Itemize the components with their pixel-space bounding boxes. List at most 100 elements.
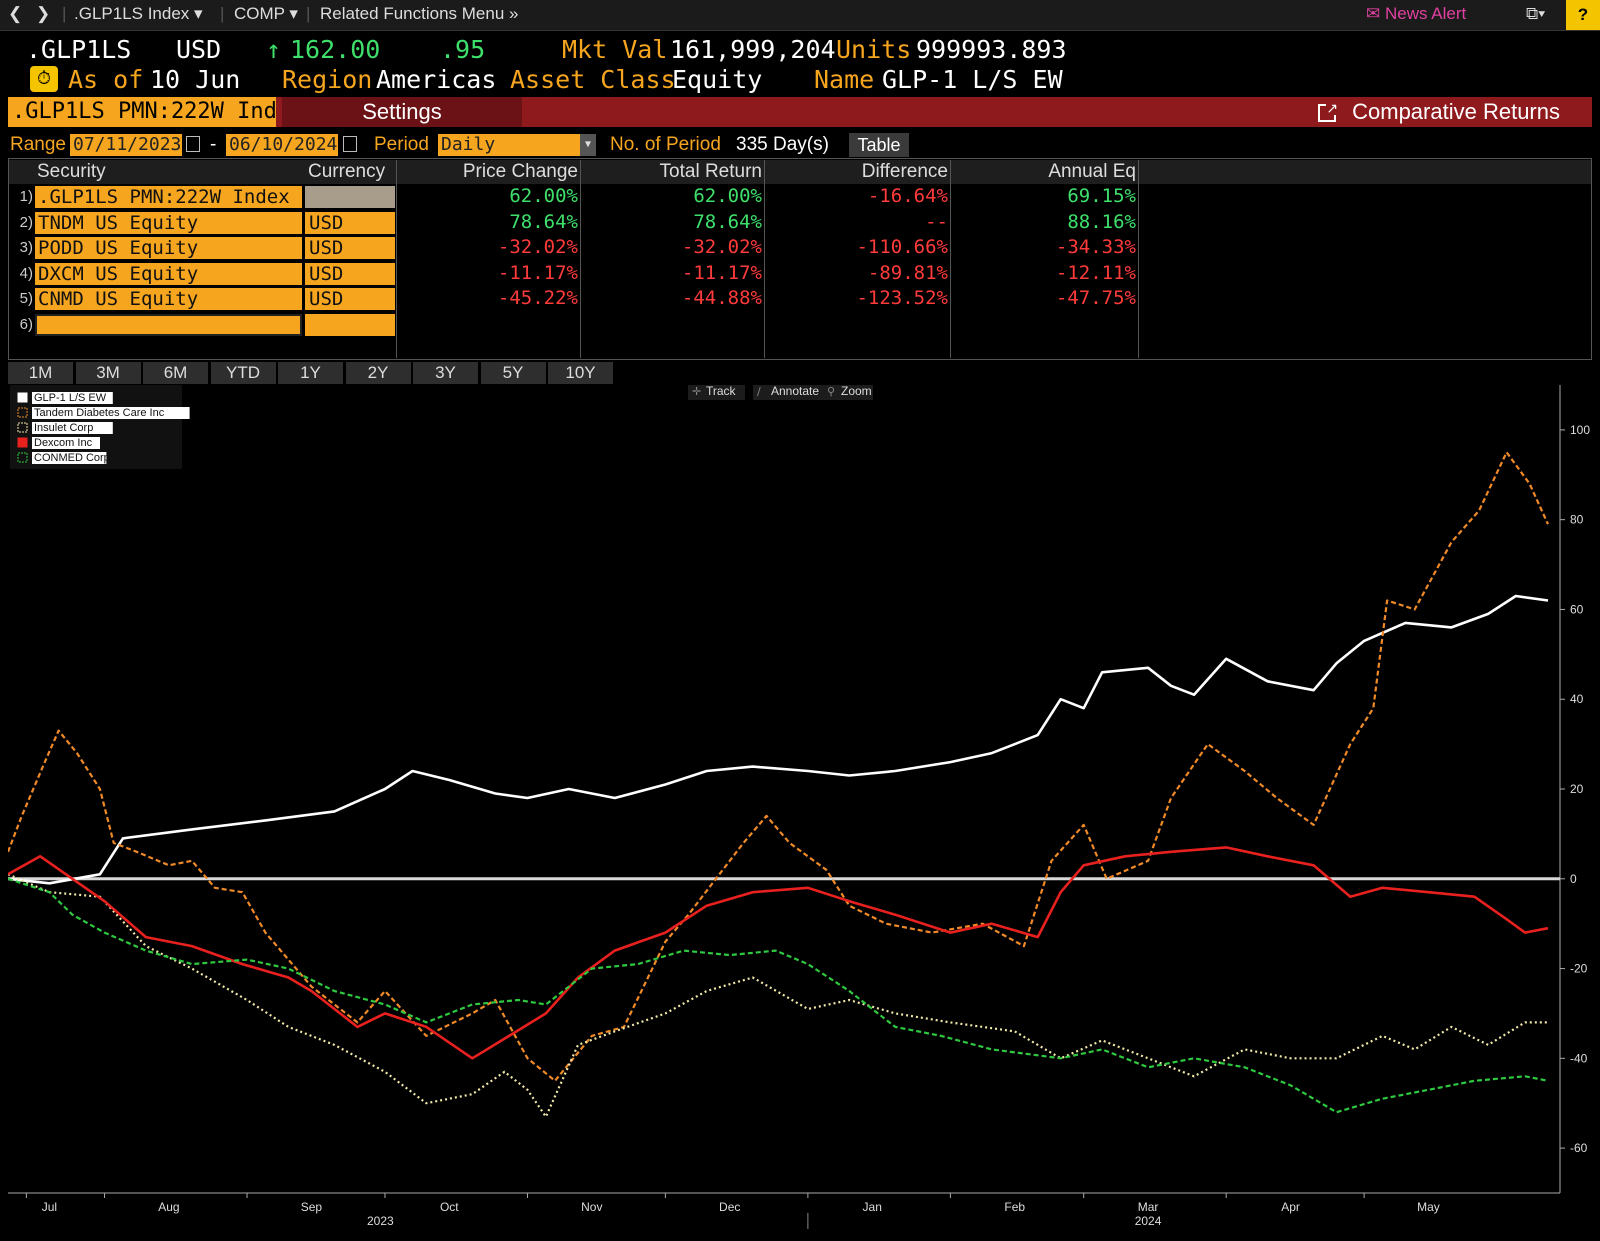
row-number: 3) [19,239,33,256]
ticker-dropdown[interactable]: .GLP1LS Index ▾ [74,4,203,23]
series-line-1[interactable] [8,594,1549,885]
x-tick-label: Aug [158,1200,179,1214]
currency-cell[interactable]: USD [305,288,395,310]
external-link-icon: ↗ [1318,101,1339,122]
window-options-icon[interactable]: ⧉▾ [1526,4,1546,23]
units-value: 999993.893 [916,35,1067,64]
calendar-icon[interactable] [186,136,200,152]
table-button[interactable]: Table [849,133,909,157]
series-line-4[interactable] [8,846,1549,1060]
security-cell[interactable] [35,313,302,336]
legend-swatch [17,437,28,448]
news-alert-button[interactable]: ✉ News Alert [1366,4,1467,23]
currency-cell[interactable]: USD [305,262,395,285]
table-row[interactable]: 3) PODD US Equity USD -32.02% -32.02% -110.66… [9,236,1589,260]
security-cell[interactable]: CNMD US Equity [35,288,302,310]
help-button[interactable]: ? [1566,0,1600,30]
period-select[interactable]: Daily [438,134,580,156]
period-button-3m[interactable]: 3M [75,362,141,384]
as-of-value: 10 Jun [150,65,241,94]
annual-eq-cell: -12.11% [1055,261,1136,284]
period-button-10y[interactable]: 10Y [548,362,613,384]
period-button-3y[interactable]: 3Y [413,362,478,384]
back-arrow-icon[interactable]: ❮ [8,4,23,23]
security-cell[interactable]: TNDM US Equity [35,211,302,234]
table-row[interactable]: 1) .GLP1LS PMN:222W Index 62.00% 62.00% -16.… [9,185,1589,209]
range-end-input[interactable]: 06/10/2024 [226,134,338,156]
period-button-6m[interactable]: 6M [143,362,208,384]
series-line-2[interactable] [8,451,1550,1082]
period-label: Period [374,134,429,155]
annual-eq-cell: -34.33% [1055,236,1136,258]
currency-cell[interactable] [305,186,395,208]
difference-cell: -- [925,210,948,233]
comparative-returns-chart[interactable]: 100 80 60 40 20 0 -20 -40 -60 Jul Aug Sep Oct Nov Dec J… [8,385,1592,1237]
divider [580,160,581,358]
period-button-5y[interactable]: 5Y [480,362,546,384]
legend-label: GLP-1 L/S EW [34,392,107,404]
col-header-annual-eq: Annual Eq [950,160,1138,184]
x-year-label: 2023 [367,1214,394,1228]
col-header-security: Security [9,160,305,184]
x-tick-label: Mar [1138,1200,1159,1214]
header-ticker: .GLP1LS [26,35,132,64]
range-start-input[interactable]: 07/11/2023 [70,134,182,156]
total-return-cell: 62.00% [693,185,762,207]
y-tick-label: 60 [1570,602,1584,616]
related-functions-label: Related Functions Menu [320,4,505,23]
period-button-2y[interactable]: 2Y [345,362,411,384]
chart-tool-bg [753,385,831,400]
divider: | [220,4,225,23]
col-header-total-return: Total Return [580,160,764,184]
col-header-currency: Currency [305,160,396,184]
chart-tool-zoom[interactable]: Zoom [841,385,872,398]
security-cell[interactable]: DXCM US Equity [35,262,302,285]
comparative-returns-button[interactable]: ↗ Comparative Returns [1318,97,1560,127]
forward-arrow-icon[interactable]: ❯ [36,4,51,23]
chart-tool-bg [688,385,745,400]
series-line-3[interactable] [8,873,1548,1118]
table-row[interactable]: 6) [9,313,1589,337]
security-cell[interactable]: .GLP1LS PMN:222W Index [35,186,302,208]
legend-label-bg [32,422,113,434]
period-button-1m[interactable]: 1M [8,362,73,384]
period-button-1y[interactable]: 1Y [278,362,343,384]
related-functions-menu[interactable]: Related Functions Menu » [320,4,519,23]
gauge-icon[interactable]: ⏱ [30,66,58,92]
chart-tool-annotate[interactable]: Annotate [771,385,819,398]
table-row[interactable]: 2) TNDM US Equity USD 78.64% 78.64% -- 88.16% [9,211,1589,235]
divider [764,160,765,358]
chevron-down-icon[interactable]: ▼ [580,134,596,156]
news-alert-label: News Alert [1384,4,1467,23]
security-field[interactable]: .GLP1LS PMN:222W Index [8,97,276,127]
calendar-icon[interactable] [343,136,357,152]
period-button-ytd[interactable]: YTD [210,362,276,384]
currency-cell[interactable] [305,313,395,336]
x-tick-label: Dec [719,1200,740,1214]
chart-tool-track[interactable]: Track [706,385,737,398]
security-cell[interactable]: PODD US Equity [35,237,302,259]
settings-button[interactable]: Settings [282,97,522,127]
legend-label: Tandem Diabetes Care Inc [34,407,165,419]
range-dash: - [210,134,217,155]
table-row[interactable]: 5) CNMD US Equity USD -45.22% -44.88% -123.52… [9,287,1589,311]
region-label: Region [282,65,373,94]
annual-eq-cell: 69.15% [1067,185,1136,207]
y-tick-label: 20 [1570,782,1584,796]
table-row[interactable]: 4) DXCM US Equity USD -11.17% -11.17% -89.81%… [9,262,1589,286]
legend-label-bg [32,392,113,404]
function-dropdown[interactable]: COMP ▾ [234,4,298,23]
legend-swatch [17,452,28,463]
header-currency: USD [176,35,222,64]
legend-label: Insulet Corp [34,422,93,434]
header-change: .95 [440,35,486,64]
y-tick-label: -40 [1570,1051,1588,1065]
x-tick-label: Jan [863,1200,882,1214]
name-value: GLP-1 L/S EW [882,65,1063,94]
currency-cell[interactable]: USD [305,211,395,234]
total-return-cell: -11.17% [681,261,762,284]
series-line-5[interactable] [8,877,1549,1114]
x-tick-label: Feb [1004,1200,1025,1214]
currency-cell[interactable]: USD [305,237,395,259]
header-price: 162.00 [290,35,381,64]
